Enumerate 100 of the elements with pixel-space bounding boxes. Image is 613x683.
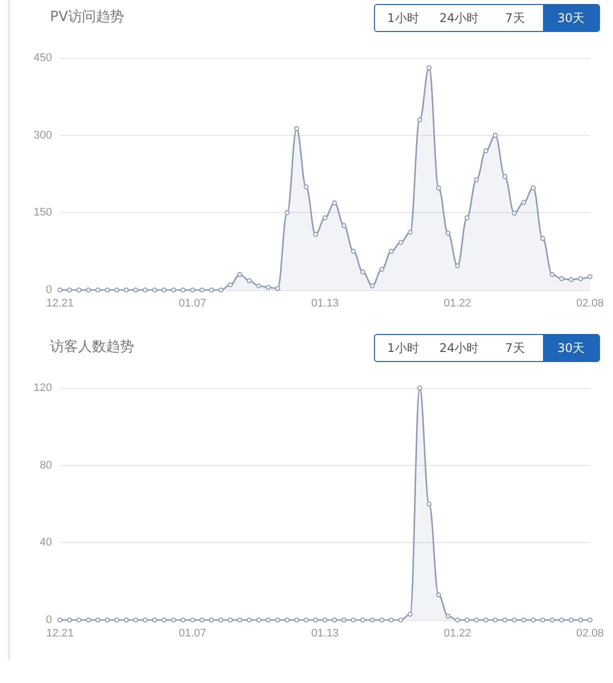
point bbox=[322, 618, 328, 622]
point bbox=[474, 618, 479, 622]
point bbox=[275, 618, 280, 622]
point bbox=[350, 248, 356, 254]
point bbox=[455, 618, 460, 622]
point bbox=[512, 618, 517, 622]
point bbox=[568, 618, 574, 622]
text: 1小时 bbox=[386, 10, 420, 27]
point bbox=[237, 272, 242, 278]
point bbox=[350, 618, 356, 622]
point bbox=[162, 288, 167, 292]
point bbox=[266, 284, 271, 290]
point bbox=[313, 232, 318, 237]
point bbox=[417, 386, 422, 390]
y-tick-label: 0 bbox=[46, 614, 52, 626]
point bbox=[388, 618, 394, 622]
point bbox=[124, 288, 129, 292]
point bbox=[275, 286, 280, 291]
point bbox=[446, 614, 451, 619]
point bbox=[521, 200, 526, 205]
chart-title: 访客人数趋势 bbox=[50, 338, 134, 356]
point bbox=[304, 618, 309, 622]
point bbox=[436, 592, 442, 598]
point bbox=[133, 618, 138, 622]
point bbox=[464, 215, 470, 220]
y-tick-label: 150 bbox=[34, 206, 52, 219]
point bbox=[246, 278, 252, 284]
point bbox=[341, 223, 346, 228]
point bbox=[322, 215, 328, 220]
point bbox=[388, 248, 394, 254]
point bbox=[559, 276, 564, 282]
point bbox=[294, 126, 300, 132]
point bbox=[540, 236, 546, 241]
point bbox=[162, 618, 167, 622]
point bbox=[246, 618, 252, 622]
point bbox=[379, 618, 384, 622]
y-tick-label: 300 bbox=[34, 129, 52, 142]
point bbox=[370, 283, 375, 288]
point bbox=[426, 502, 432, 506]
point bbox=[578, 618, 584, 622]
text: 7天 bbox=[504, 10, 526, 27]
x-tick-label: 02.08 bbox=[576, 628, 604, 640]
point bbox=[284, 618, 290, 622]
x-tick-label: 12.21 bbox=[46, 298, 74, 310]
point bbox=[95, 618, 100, 622]
point bbox=[446, 230, 451, 236]
point bbox=[512, 210, 517, 216]
point bbox=[521, 618, 526, 622]
point bbox=[502, 618, 508, 622]
point bbox=[530, 185, 536, 190]
point bbox=[171, 618, 176, 622]
x-tick-label: 01.07 bbox=[178, 628, 206, 640]
point bbox=[190, 618, 195, 622]
point bbox=[266, 618, 271, 622]
point bbox=[417, 117, 422, 122]
point bbox=[124, 618, 129, 622]
point bbox=[114, 288, 120, 292]
point bbox=[408, 612, 413, 617]
point bbox=[152, 288, 158, 292]
point bbox=[208, 288, 214, 292]
point bbox=[95, 288, 100, 292]
chart-title: PV访问趋势 bbox=[50, 8, 124, 26]
point bbox=[66, 288, 72, 292]
point bbox=[455, 263, 460, 268]
point bbox=[104, 288, 110, 292]
x-tick-label: 01.13 bbox=[311, 628, 339, 640]
text: 24小时 bbox=[438, 340, 480, 357]
point bbox=[76, 288, 82, 292]
text: 30天 bbox=[543, 335, 599, 361]
point bbox=[550, 272, 555, 278]
point bbox=[568, 277, 574, 282]
point bbox=[66, 618, 72, 622]
point bbox=[370, 618, 375, 622]
point bbox=[360, 618, 366, 622]
point bbox=[256, 283, 262, 288]
point bbox=[218, 288, 224, 292]
y-tick-label: 450 bbox=[34, 52, 52, 64]
point bbox=[559, 618, 564, 622]
point bbox=[208, 618, 214, 622]
point bbox=[199, 618, 204, 622]
text: 30天 bbox=[543, 5, 599, 31]
point bbox=[199, 288, 204, 292]
point bbox=[171, 288, 176, 292]
point bbox=[483, 148, 488, 154]
point bbox=[218, 618, 224, 622]
point bbox=[464, 618, 470, 622]
point bbox=[332, 618, 337, 622]
point bbox=[530, 618, 536, 622]
point bbox=[190, 288, 195, 292]
point bbox=[474, 177, 479, 182]
point bbox=[104, 618, 110, 622]
point bbox=[588, 274, 592, 280]
point bbox=[142, 288, 148, 292]
y-tick-label: 0 bbox=[46, 284, 52, 296]
point bbox=[398, 618, 404, 622]
x-tick-label: 01.13 bbox=[311, 298, 339, 310]
x-tick-label: 12.21 bbox=[46, 628, 74, 640]
point bbox=[152, 618, 158, 622]
x-tick-label: 02.08 bbox=[576, 298, 604, 310]
point bbox=[398, 240, 404, 246]
